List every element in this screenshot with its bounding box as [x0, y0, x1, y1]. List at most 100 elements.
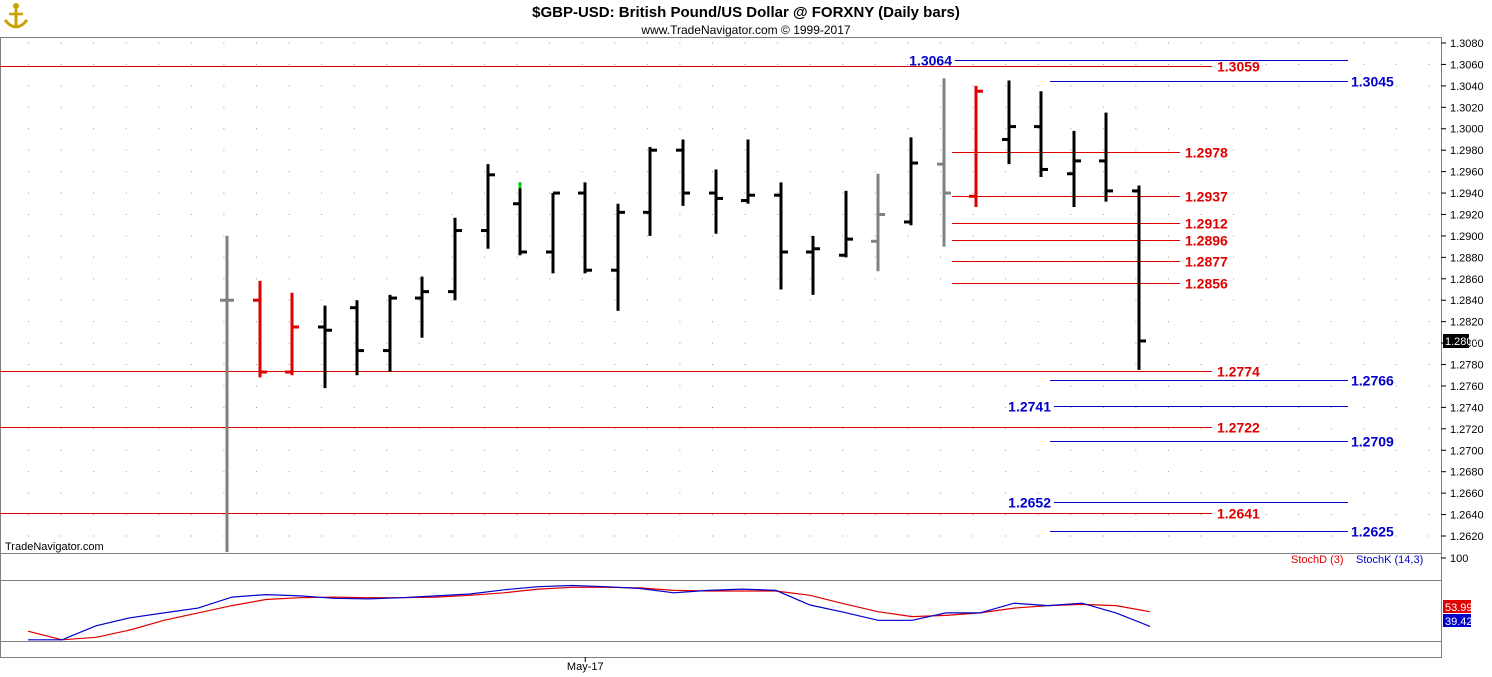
grid-dot [1265, 85, 1267, 87]
grid-dot [842, 106, 844, 108]
grid-dot [125, 214, 127, 215]
grid-dot [1428, 42, 1430, 44]
grid-dot [223, 406, 225, 408]
grid-dot [679, 449, 681, 451]
grid-dot [1200, 149, 1202, 151]
grid-dot [1265, 42, 1267, 44]
grid-dot [809, 449, 811, 451]
grid-dot [614, 106, 616, 108]
grid-dot [1395, 385, 1397, 387]
grid-dot [386, 364, 388, 365]
grid-dot [549, 214, 551, 215]
grid-dot [1298, 364, 1300, 365]
grid-dot [451, 85, 453, 87]
grid-dot [1037, 364, 1039, 365]
grid-dot [972, 471, 974, 473]
grid-dot [256, 342, 257, 344]
grid-dot [60, 235, 62, 237]
grid-dot [712, 171, 713, 173]
grid-dot [744, 192, 746, 194]
grid-dot [321, 85, 323, 87]
grid-dot [158, 128, 160, 130]
grid-dot [1298, 106, 1300, 108]
grid-dot [256, 364, 257, 365]
anchor-logo-icon [3, 3, 29, 29]
grid-dot [158, 106, 160, 108]
y-tick-label: 1.2700 [1450, 445, 1484, 457]
grid-dot [874, 256, 876, 258]
grid-dot [842, 63, 844, 65]
grid-dot [223, 235, 225, 237]
grid-dot [190, 385, 192, 387]
grid-dot [451, 514, 453, 516]
grid-dot [712, 514, 713, 516]
grid-dot [907, 342, 909, 344]
grid-dot [516, 342, 518, 344]
grid-dot [1102, 235, 1104, 237]
grid-dot [842, 364, 844, 365]
grid-dot [581, 364, 583, 365]
grid-dot [288, 42, 290, 44]
grid-dot [353, 471, 355, 473]
grid-dot [842, 42, 844, 44]
grid-dot [418, 299, 420, 301]
grid-dot [451, 149, 453, 151]
grid-dot [1298, 171, 1300, 173]
grid-dot [549, 514, 551, 516]
grid-dot [1233, 514, 1235, 516]
grid-dot [451, 471, 453, 473]
grid-dot [581, 492, 583, 494]
grid-dot [256, 514, 257, 516]
grid-dot [614, 214, 616, 215]
grid-dot [28, 85, 29, 87]
grid-dot [1233, 449, 1235, 451]
grid-dot [646, 299, 648, 301]
grid-dot [1265, 385, 1267, 387]
grid-dot [646, 428, 648, 430]
grid-dot [418, 63, 420, 65]
grid-dot [874, 85, 876, 87]
legend-stochk: StochK (14,3) [1356, 554, 1423, 566]
grid-dot [907, 256, 909, 258]
grid-dot [1298, 299, 1300, 301]
grid-dot [223, 321, 225, 323]
grid-dot [28, 278, 29, 280]
grid-dot [60, 85, 62, 87]
grid-dot [1037, 449, 1039, 451]
grid-dot [744, 342, 746, 344]
grid-dot [1037, 128, 1039, 130]
grid-dot [1135, 514, 1137, 516]
grid-dot [1135, 106, 1137, 108]
grid-dot [125, 235, 127, 237]
grid-dot [1135, 256, 1137, 258]
grid-dot [1233, 128, 1235, 130]
grid-dot [1363, 321, 1365, 323]
grid-dot [1070, 492, 1072, 494]
grid-dot [288, 406, 290, 408]
grid-dot [1395, 192, 1397, 194]
grid-dot [1428, 63, 1430, 65]
grid-dot [451, 192, 453, 194]
grid-dot [744, 235, 746, 237]
grid-dot [256, 321, 257, 323]
grid-dot [60, 192, 62, 194]
grid-dot [1200, 428, 1202, 430]
grid-dot [484, 214, 485, 215]
grid-dot [1233, 471, 1235, 473]
grid-dot [549, 428, 551, 430]
grid-dot [1200, 256, 1202, 258]
grid-dot [190, 321, 192, 323]
grid-dot [418, 85, 420, 87]
grid-dot [614, 535, 616, 537]
grid-dot [972, 321, 974, 323]
grid-dot [484, 364, 485, 365]
grid-dot [60, 364, 62, 365]
level-label: 1.3045 [1351, 74, 1394, 90]
grid-dot [679, 535, 681, 537]
ohlc-bar [1099, 112, 1113, 202]
grid-dot [158, 214, 160, 215]
grid-dot [190, 299, 192, 301]
grid-dot [93, 342, 95, 344]
grid-dot [1363, 171, 1365, 173]
grid-dot [1428, 385, 1430, 387]
